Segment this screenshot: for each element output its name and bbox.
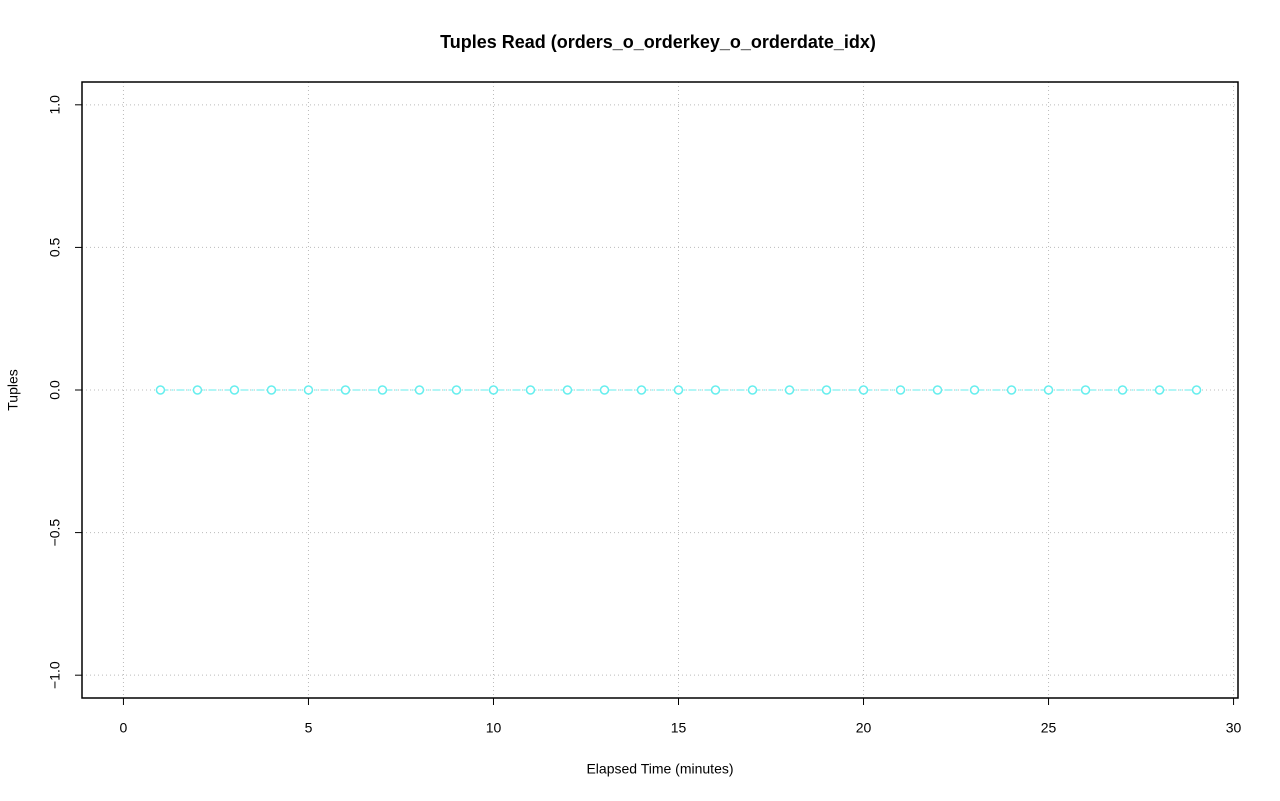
data-point <box>451 385 462 395</box>
y-tick-label: −0.5 <box>47 519 63 547</box>
y-tick-label: 1.0 <box>47 95 63 115</box>
data-point <box>340 385 351 395</box>
data-point <box>636 385 647 395</box>
data-point <box>932 385 943 395</box>
chart-title: Tuples Read (orders_o_orderkey_o_orderda… <box>440 32 876 52</box>
data-point <box>599 385 610 395</box>
x-tick-label: 0 <box>120 720 128 736</box>
data-point <box>858 385 869 395</box>
data-point <box>673 385 684 395</box>
data-point <box>821 385 832 395</box>
data-point <box>488 385 499 395</box>
x-tick-label: 20 <box>856 720 872 736</box>
data-point <box>784 385 795 395</box>
x-tick-label: 15 <box>671 720 687 736</box>
plot-frame <box>81 81 1239 699</box>
data-point <box>895 385 906 395</box>
data-point <box>266 385 277 395</box>
data-point <box>1006 385 1017 395</box>
y-axis-label: Tuples <box>5 369 21 411</box>
x-axis-label: Elapsed Time (minutes) <box>586 761 733 777</box>
data-point <box>969 385 980 395</box>
y-tick-label: −1.0 <box>47 661 63 689</box>
data-point <box>562 385 573 395</box>
data-point <box>1117 385 1128 395</box>
data-point <box>377 385 388 395</box>
data-point <box>414 385 425 395</box>
data-point <box>1191 385 1202 395</box>
data-point <box>1043 385 1054 395</box>
x-tick-label: 5 <box>305 720 313 736</box>
data-point <box>747 385 758 395</box>
data-point <box>229 385 240 395</box>
data-point <box>525 385 536 395</box>
data-point <box>1154 385 1165 395</box>
x-tick-label: 30 <box>1226 720 1242 736</box>
y-tick-label: 0.0 <box>47 380 63 400</box>
x-tick-label: 25 <box>1041 720 1057 736</box>
data-point <box>192 385 203 395</box>
data-point <box>1080 385 1091 395</box>
x-tick-label: 10 <box>486 720 502 736</box>
data-point <box>155 385 166 395</box>
data-point <box>303 385 314 395</box>
y-tick-label: 0.5 <box>47 237 63 257</box>
data-point <box>710 385 721 395</box>
